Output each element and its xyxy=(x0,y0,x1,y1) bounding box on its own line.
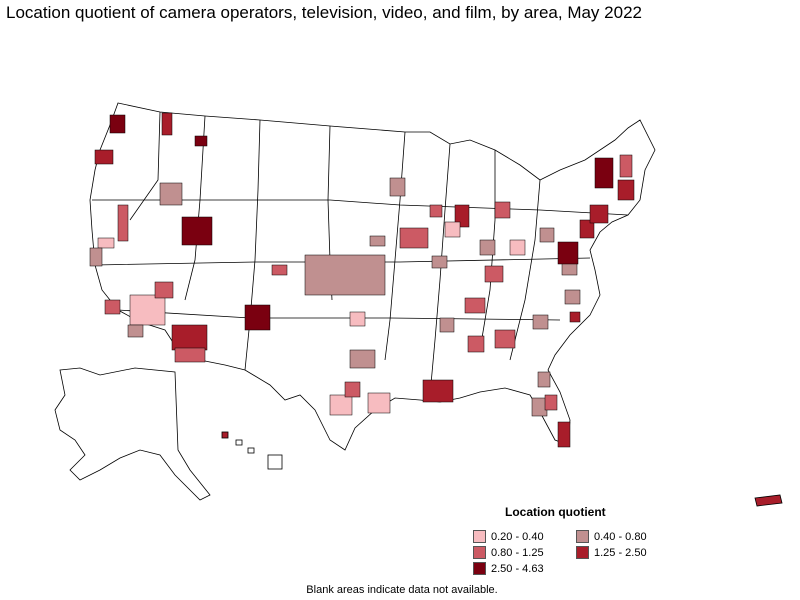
area-tucson xyxy=(174,347,206,363)
area-springfield xyxy=(444,221,461,238)
area-minneapolis xyxy=(389,177,406,197)
legend-item: 1.25 - 2.50 xyxy=(576,546,647,559)
area-reno xyxy=(117,204,129,242)
area-new-york xyxy=(589,204,609,224)
legend-title: Location quotient xyxy=(505,505,606,519)
area-san-diego xyxy=(127,324,144,338)
area-st-louis xyxy=(431,255,448,269)
legend-item: 0.20 - 0.40 xyxy=(473,530,544,543)
area-dallas xyxy=(349,349,376,369)
area-savannah xyxy=(569,311,581,323)
area-sf-bay xyxy=(89,247,103,267)
area-portland xyxy=(94,149,114,165)
map-title: Location quotient of camera operators, t… xyxy=(6,3,642,22)
area-denver xyxy=(271,264,288,276)
area-houston xyxy=(367,392,391,414)
area-waco xyxy=(344,381,361,398)
area-madison xyxy=(429,204,443,218)
area-burlington xyxy=(594,157,614,189)
area-des-moines xyxy=(399,227,429,249)
area-boise xyxy=(159,182,183,206)
area-orlando xyxy=(544,394,558,411)
area-oklahoma xyxy=(349,311,366,327)
legend-label: 2.50 - 4.63 xyxy=(491,562,544,575)
footnote: Blank areas indicate data not available. xyxy=(306,584,498,596)
area-miami xyxy=(557,421,571,448)
area-boston xyxy=(617,179,635,201)
hawaii-outline xyxy=(221,431,283,470)
area-la xyxy=(104,299,121,315)
area-philadelphia xyxy=(579,219,595,239)
area-austin xyxy=(329,394,353,416)
legend-swatch xyxy=(576,530,589,543)
area-detroit xyxy=(494,201,511,219)
area-charlotte xyxy=(532,314,549,330)
area-seattle xyxy=(109,114,126,134)
area-louisville xyxy=(484,265,504,283)
legend-swatch xyxy=(473,546,486,559)
us-choropleth-map xyxy=(54,102,783,507)
legend-swatch xyxy=(473,562,486,575)
area-omaha xyxy=(369,235,386,247)
area-kansas xyxy=(304,254,386,296)
legend-item: 0.80 - 1.25 xyxy=(473,546,544,559)
area-salt-lake xyxy=(181,216,213,246)
area-dc xyxy=(557,241,579,265)
puerto-rico-outline xyxy=(754,494,783,507)
area-missoula xyxy=(194,135,208,147)
area-jacksonville xyxy=(537,371,551,388)
area-sacramento xyxy=(97,237,115,249)
legend-item: 0.40 - 0.80 xyxy=(576,530,647,543)
area-chicago xyxy=(454,204,470,228)
alaska-outline xyxy=(54,367,211,501)
area-nashville xyxy=(464,297,486,314)
legend-label: 1.25 - 2.50 xyxy=(594,546,647,559)
legend-label: 0.40 - 0.80 xyxy=(594,530,647,543)
area-pittsburgh xyxy=(539,227,555,243)
area-portland-me xyxy=(619,154,633,178)
area-raleigh xyxy=(564,289,581,305)
area-las-vegas xyxy=(129,294,166,326)
area-new-orleans xyxy=(422,379,454,403)
legend-swatch xyxy=(473,530,486,543)
area-atlanta xyxy=(494,329,516,349)
metro-areas xyxy=(89,112,635,448)
legend-label: 0.80 - 1.25 xyxy=(491,546,544,559)
area-columbus xyxy=(509,239,526,256)
legend-item: 2.50 - 4.63 xyxy=(473,562,544,575)
legend-swatch xyxy=(576,546,589,559)
area-santa-fe xyxy=(244,304,271,331)
area-indianapolis xyxy=(479,239,496,256)
area-phoenix xyxy=(171,324,208,351)
area-flagstaff xyxy=(154,281,174,299)
area-memphis xyxy=(439,317,455,333)
area-spokane xyxy=(161,112,173,136)
legend-label: 0.20 - 0.40 xyxy=(491,530,544,543)
area-jackson xyxy=(467,335,485,353)
